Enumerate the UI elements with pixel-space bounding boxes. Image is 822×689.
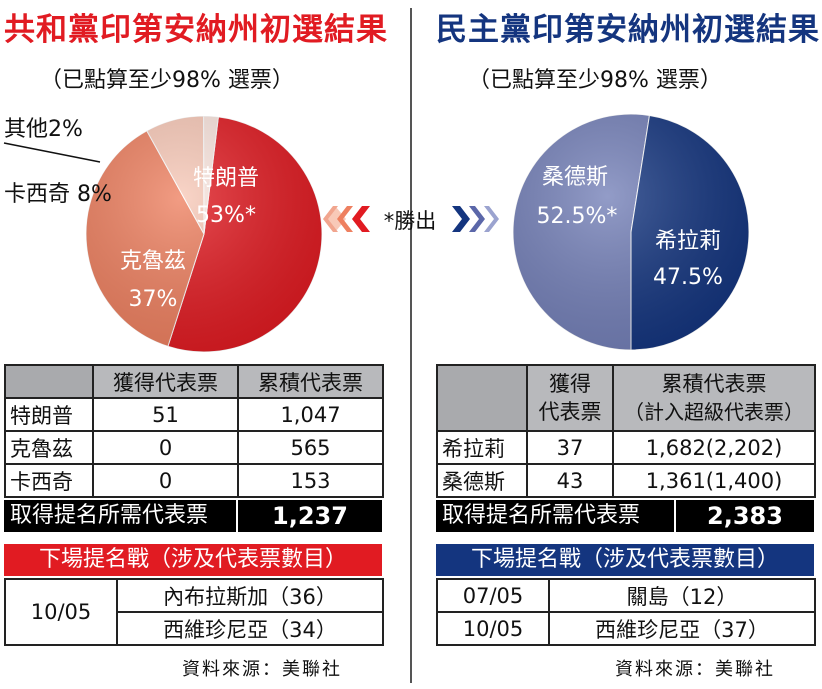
left-pie [85, 115, 323, 353]
row-won: 51 [92, 397, 239, 432]
pie-label-clinton-value: 47.5% [653, 265, 723, 290]
right-header-total: 累積代表票 （計入超級代表票） [612, 364, 816, 432]
right-header-won-line1: 獲得 [549, 372, 591, 396]
pie-label-trump-value: 53%* [196, 203, 256, 228]
right-source: 資料來源：美聯社 [615, 659, 775, 680]
outside-label-kasich: 卡西奇 8% [4, 182, 112, 207]
left-subtitle: （已點算至少98% 選票） [40, 68, 294, 93]
left-title: 共和黨印第安納州初選結果 [4, 12, 388, 48]
leader-line-other [3, 142, 101, 163]
right-arrows [452, 206, 499, 232]
right-next-title: 下場提名戰（涉及代表票數目） [470, 547, 779, 572]
pie-label-cruz-value: 37% [129, 287, 178, 312]
left-source: 資料來源：美聯社 [182, 659, 342, 680]
row-total: 1,361(1,400) [612, 463, 816, 498]
right-title: 民主黨印第安納州初選結果 [436, 12, 820, 48]
table-row: 桑德斯 43 1,361(1,400) [436, 463, 816, 498]
row-total: 565 [237, 430, 384, 465]
row-name: 卡西奇 [4, 463, 94, 498]
pie-shading [513, 114, 749, 350]
row-total: 153 [237, 463, 384, 498]
left-next-item: 內布拉斯加（36） [116, 578, 384, 613]
pie-shading [86, 116, 322, 352]
pie-label-sanders-value: 52.5%* [537, 204, 618, 229]
right-needed-divider [674, 500, 676, 532]
right-next-date: 10/05 [436, 611, 550, 646]
row-name: 克魯茲 [4, 430, 94, 465]
left-table-corner [4, 364, 94, 399]
left-table: 獲得代表票 累積代表票 特朗普 51 1,047 克魯茲 0 565 卡西奇 0… [4, 364, 384, 498]
left-needed-divider [236, 500, 238, 532]
left-next-title-bar: 下場提名戰（涉及代表票數目） [4, 544, 382, 576]
right-needed-label: 取得提名所需代表票 [442, 503, 641, 528]
row-won: 0 [92, 463, 239, 498]
table-row: 特朗普 51 1,047 [4, 397, 384, 432]
left-needed-label: 取得提名所需代表票 [10, 503, 209, 528]
table-row: 卡西奇 0 153 [4, 463, 384, 498]
right-header-total-line2: （計入超級代表票） [624, 400, 804, 424]
table-row: 10/05 內布拉斯加（36） [4, 578, 384, 646]
left-next-date: 10/05 [4, 578, 118, 646]
right-needed-value: 2,383 [707, 502, 783, 530]
row-name: 希拉莉 [436, 430, 528, 465]
right-header-won: 獲得 代表票 [526, 364, 614, 432]
table-row: 10/05 西維珍尼亞（37） [436, 611, 816, 646]
pie-label-trump-name: 特朗普 [193, 166, 259, 191]
right-next-date: 07/05 [436, 578, 550, 613]
right-next-title-bar: 下場提名戰（涉及代表票數目） [436, 544, 814, 576]
row-won: 0 [92, 430, 239, 465]
winner-label: *勝出 [384, 209, 437, 233]
left-next-item: 西維珍尼亞（34） [116, 611, 384, 646]
center-divider [410, 8, 412, 683]
left-next-table: 10/05 內布拉斯加（36） 西維珍尼亞（34） [4, 578, 384, 646]
left-header-won: 獲得代表票 [92, 364, 239, 399]
right-next-table: 07/05 關島（12） 10/05 西維珍尼亞（37） [436, 578, 816, 646]
left-arrows [323, 206, 370, 232]
left-next-title: 下場提名戰（涉及代表票數目） [38, 547, 347, 572]
row-won: 43 [526, 463, 614, 498]
pie-label-clinton-name: 希拉莉 [655, 229, 721, 254]
right-header-total-line1: 累積代表票 [661, 372, 767, 396]
table-row: 克魯茲 0 565 [4, 430, 384, 465]
pie-charts: 特朗普 53%* 克魯茲 37% 其他2% 卡西奇 8% 桑德斯 52.5%* … [3, 113, 750, 353]
row-name: 特朗普 [4, 397, 94, 432]
row-total: 1,682(2,202) [612, 430, 816, 465]
right-needed-bar: 取得提名所需代表票 2,383 [436, 500, 814, 532]
left-header-total: 累積代表票 [237, 364, 384, 399]
row-name: 桑德斯 [436, 463, 528, 498]
table-row: 希拉莉 37 1,682(2,202) [436, 430, 816, 465]
right-next-item: 西維珍尼亞（37） [548, 611, 816, 646]
row-won: 37 [526, 430, 614, 465]
right-table: 獲得 代表票 累積代表票 （計入超級代表票） 希拉莉 37 1,682(2,20… [436, 364, 816, 498]
table-row: 07/05 關島（12） [436, 578, 816, 613]
left-needed-bar: 取得提名所需代表票 1,237 [4, 500, 382, 532]
right-table-corner [436, 364, 528, 432]
row-total: 1,047 [237, 397, 384, 432]
pie-label-sanders-name: 桑德斯 [542, 165, 608, 190]
left-needed-value: 1,237 [272, 502, 348, 530]
pie-label-cruz-name: 克魯茲 [120, 249, 186, 274]
outside-label-other: 其他2% [4, 117, 83, 142]
right-header-won-line2: 代表票 [538, 400, 602, 424]
right-pie [512, 113, 750, 351]
table-row: 西維珍尼亞（34） [5, 611, 384, 646]
right-next-item: 關島（12） [548, 578, 816, 613]
right-subtitle: （已點算至少98% 選票） [468, 68, 722, 93]
